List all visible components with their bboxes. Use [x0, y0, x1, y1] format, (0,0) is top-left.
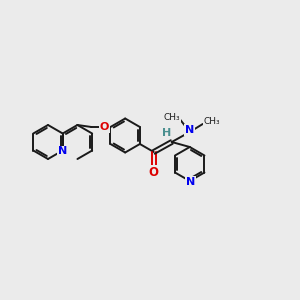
Text: H: H [162, 128, 171, 138]
Text: N: N [58, 146, 67, 157]
Text: O: O [100, 122, 109, 132]
Text: CH₃: CH₃ [203, 118, 220, 127]
Text: CH₃: CH₃ [164, 112, 180, 122]
Text: N: N [185, 125, 194, 135]
Text: N: N [186, 177, 195, 187]
Text: O: O [149, 166, 159, 178]
